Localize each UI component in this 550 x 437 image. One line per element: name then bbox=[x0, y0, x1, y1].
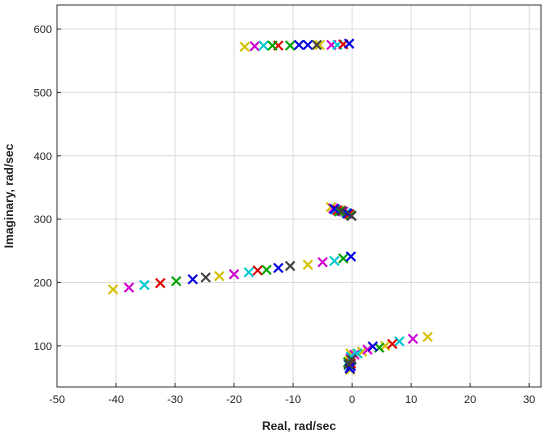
data-point bbox=[422, 331, 433, 343]
data-point bbox=[407, 333, 419, 345]
data-point bbox=[261, 264, 272, 276]
data-point bbox=[302, 39, 314, 51]
data-point bbox=[155, 277, 166, 289]
x-tick-label: -30 bbox=[167, 394, 183, 406]
data-point bbox=[243, 267, 255, 278]
x-tick-label: -40 bbox=[108, 394, 124, 406]
y-tick-label: 100 bbox=[34, 341, 52, 353]
y-tick-label: 200 bbox=[34, 277, 52, 289]
data-point bbox=[293, 39, 305, 51]
data-point bbox=[336, 205, 347, 217]
data-point bbox=[367, 341, 378, 352]
data-point bbox=[343, 38, 355, 49]
y-axis-label: Imaginary, rad/sec bbox=[2, 143, 16, 248]
y-tick-label: 300 bbox=[34, 214, 52, 226]
data-point bbox=[346, 354, 357, 365]
plot-frame bbox=[56, 4, 542, 388]
data-point bbox=[314, 39, 325, 51]
data-point bbox=[362, 344, 373, 355]
x-tick-label: 0 bbox=[349, 394, 355, 406]
data-point bbox=[258, 40, 269, 51]
data-point bbox=[239, 41, 250, 53]
data-point bbox=[171, 275, 182, 287]
y-tick-label: 400 bbox=[34, 151, 52, 163]
data-point bbox=[228, 269, 240, 280]
data-point bbox=[311, 39, 322, 51]
x-tick-label: -50 bbox=[49, 394, 65, 406]
data-point bbox=[187, 274, 198, 285]
data-point bbox=[123, 282, 135, 293]
y-tick-labels: 100 200 300 400 500 600 bbox=[34, 24, 52, 353]
data-point bbox=[249, 40, 260, 52]
data-point bbox=[214, 270, 225, 282]
data-markers bbox=[107, 38, 433, 376]
x-tick-label: 10 bbox=[405, 394, 417, 406]
data-point bbox=[329, 255, 340, 267]
y-tick-label: 500 bbox=[34, 87, 52, 99]
data-point bbox=[273, 262, 284, 274]
x-tick-label: -10 bbox=[285, 394, 301, 406]
tick-marks bbox=[56, 28, 530, 387]
data-point bbox=[107, 284, 119, 295]
x-tick-label: 30 bbox=[523, 394, 535, 406]
data-point bbox=[284, 40, 296, 51]
data-point bbox=[338, 253, 349, 264]
data-point bbox=[284, 260, 296, 272]
data-point bbox=[252, 265, 263, 276]
data-point bbox=[317, 256, 328, 268]
x-tick-label: 20 bbox=[464, 394, 476, 406]
x-axis-label: Real, rad/sec bbox=[262, 419, 336, 433]
x-tick-labels: -50 -40 -30 -20 -10 0 10 20 30 bbox=[49, 394, 535, 406]
y-tick-label: 600 bbox=[34, 24, 52, 36]
grid-lines bbox=[56, 5, 541, 387]
data-point bbox=[302, 259, 314, 270]
x-tick-label: -20 bbox=[226, 394, 242, 406]
data-point bbox=[345, 251, 357, 262]
data-point bbox=[346, 210, 357, 222]
data-point bbox=[200, 272, 211, 283]
data-point bbox=[139, 279, 150, 291]
data-point bbox=[387, 338, 398, 350]
data-point bbox=[394, 336, 405, 347]
data-point bbox=[267, 40, 278, 51]
